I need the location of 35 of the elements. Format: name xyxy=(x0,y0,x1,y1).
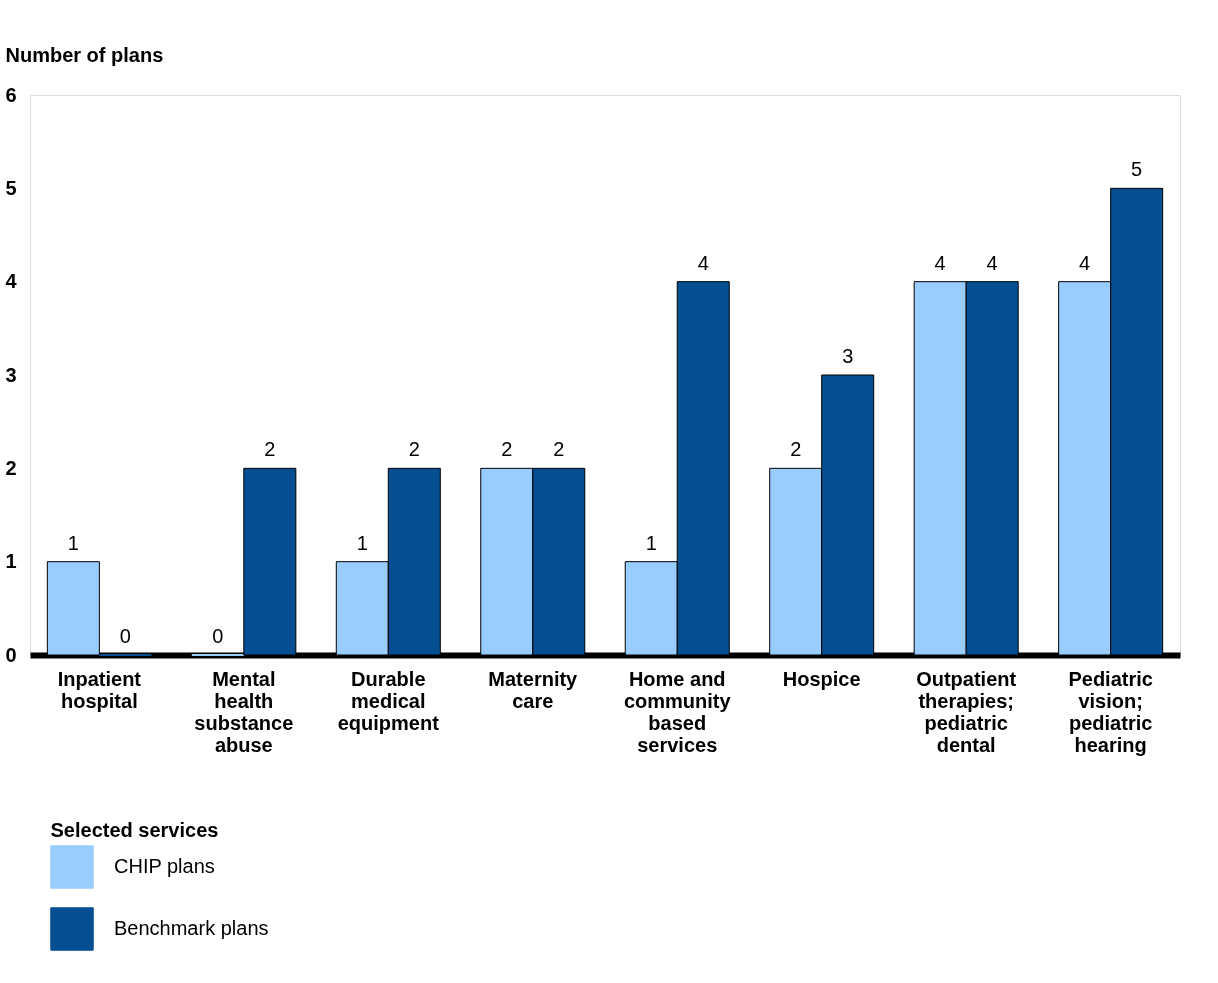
y-tick-label: 4 xyxy=(5,270,18,293)
data-label: 4 xyxy=(697,251,709,274)
y-tick-label: 5 xyxy=(5,176,17,199)
y-tick-label: 1 xyxy=(5,550,17,573)
y-tick-label: 6 xyxy=(5,83,17,106)
x-tick-label: Maternity care xyxy=(488,667,579,712)
y-tick-label: 2 xyxy=(5,456,17,479)
data-label: 2 xyxy=(790,438,802,461)
data-label: 2 xyxy=(501,438,513,461)
data-label: 2 xyxy=(553,438,565,461)
x-tick-label: Outpatient therapies; pediatric dental xyxy=(916,667,1017,756)
x-axis-title: Selected services xyxy=(50,818,219,841)
legend-label: CHIP plans xyxy=(114,855,215,877)
legend-label: Benchmark plans xyxy=(114,917,269,939)
y-tick-label: 0 xyxy=(5,643,17,666)
y-axis-title: Number of plans xyxy=(5,43,164,66)
data-label: 2 xyxy=(264,438,276,461)
x-tick-label: Inpatient hospital xyxy=(57,667,142,712)
data-label: 4 xyxy=(986,251,998,274)
data-label: 2 xyxy=(408,438,420,461)
x-tick-label: Pediatric vision; pediatric hearing xyxy=(1068,667,1153,756)
y-tick-label: 3 xyxy=(5,363,17,386)
data-label: 3 xyxy=(842,345,854,367)
data-label: 5 xyxy=(1131,158,1143,181)
data-label: 0 xyxy=(119,625,131,647)
data-label: 1 xyxy=(645,531,657,554)
data-label: 0 xyxy=(212,625,224,647)
data-label: 1 xyxy=(67,531,79,554)
data-label: 4 xyxy=(934,251,946,274)
x-tick-label: Hospice xyxy=(782,667,861,690)
x-tick-label: Home and community based services xyxy=(623,667,732,756)
data-label: 4 xyxy=(1079,251,1091,274)
x-tick-label: Mental health substance abuse xyxy=(194,667,294,756)
x-tick-label: Durable medical equipment xyxy=(337,667,440,734)
data-label: 1 xyxy=(356,531,368,554)
